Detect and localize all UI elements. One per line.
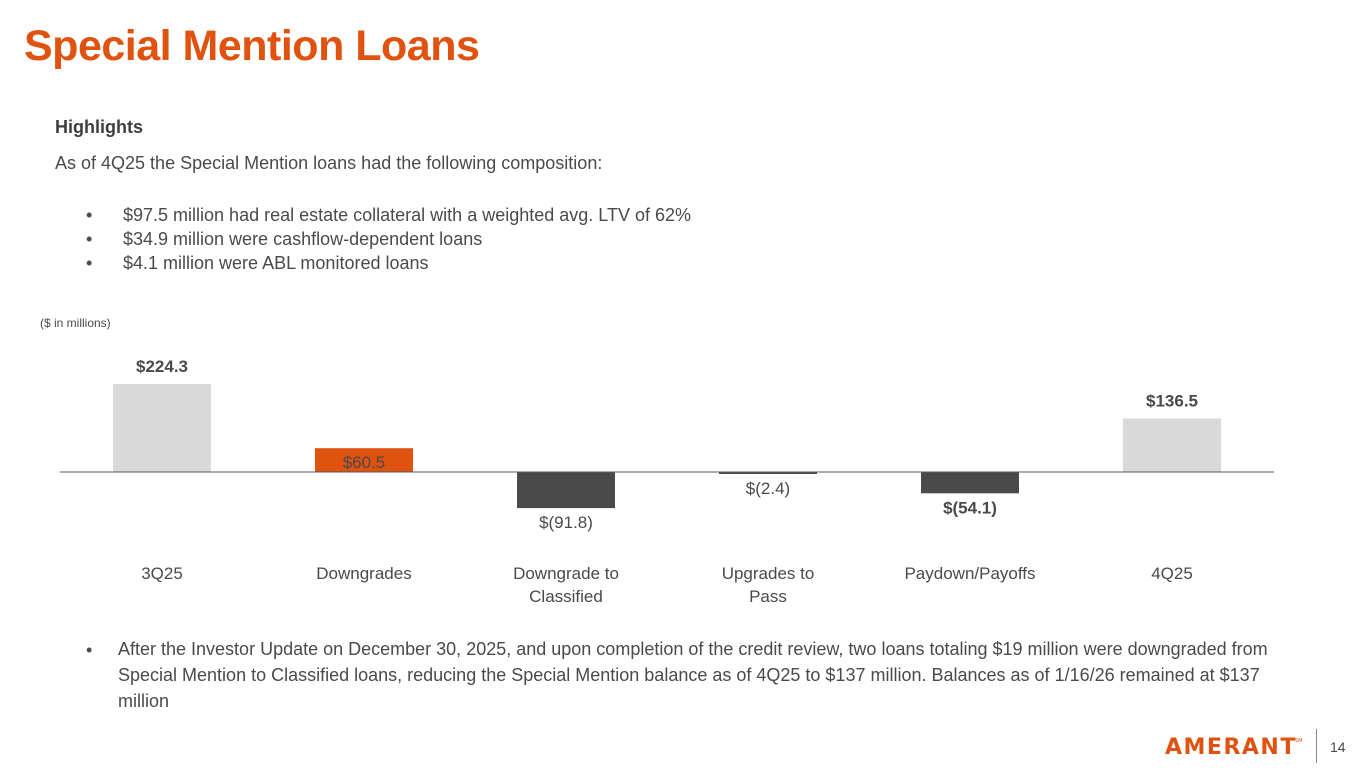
highlights-heading: Highlights	[55, 117, 143, 137]
chart-container: $224.3 $60.5 $(91.8) $(2.4) $(54.1) $136.5 3Q2…	[0, 340, 1365, 620]
list-item: $34.9 million were cashflow-dependent lo…	[86, 227, 691, 251]
bar-chart: $224.3 $60.5 $(91.8) $(2.4) $(54.1) $136.5 3Q2…	[60, 357, 1274, 606]
data-label: $60.5	[343, 453, 386, 472]
category-label: Paydown/Payoffs	[904, 564, 1035, 583]
data-label: $(54.1)	[943, 498, 997, 517]
logo-divider	[1316, 729, 1317, 763]
data-label: $224.3	[136, 357, 188, 376]
highlights-list: $97.5 million had real estate collateral…	[86, 203, 691, 275]
page-number: 14	[1330, 739, 1346, 755]
page-title: Special Mention Loans	[24, 22, 480, 70]
bar-downgrade-to-classified	[517, 472, 615, 509]
bar-4q25	[1123, 418, 1221, 472]
category-label: Classified	[529, 587, 603, 606]
bar-upgrades-to-pass	[719, 472, 817, 474]
list-item: $4.1 million were ABL monitored loans	[86, 251, 691, 275]
data-label: $(2.4)	[746, 479, 790, 498]
list-item: $97.5 million had real estate collateral…	[86, 203, 691, 227]
category-label: Downgrade to	[513, 564, 619, 583]
amerant-logo: AMERANT SM	[1165, 735, 1303, 758]
bar-downgrades	[315, 448, 413, 472]
data-label: $(91.8)	[539, 513, 593, 532]
bar-3q25	[113, 383, 211, 472]
category-label: 4Q25	[1151, 564, 1193, 583]
category-label: Pass	[749, 587, 787, 606]
data-label: $136.5	[1146, 391, 1198, 410]
highlights-intro: As of 4Q25 the Special Mention loans had…	[55, 153, 603, 173]
bar-paydown-payoffs	[921, 472, 1019, 494]
units-note: ($ in millions)	[40, 316, 111, 330]
svg-text:AMERANT: AMERANT	[1165, 735, 1297, 758]
category-label: Downgrades	[316, 564, 411, 583]
svg-text:SM: SM	[1295, 738, 1303, 744]
category-label: Upgrades to	[722, 564, 815, 583]
footer-note: After the Investor Update on December 30…	[86, 636, 1296, 714]
category-label: 3Q25	[141, 564, 183, 583]
